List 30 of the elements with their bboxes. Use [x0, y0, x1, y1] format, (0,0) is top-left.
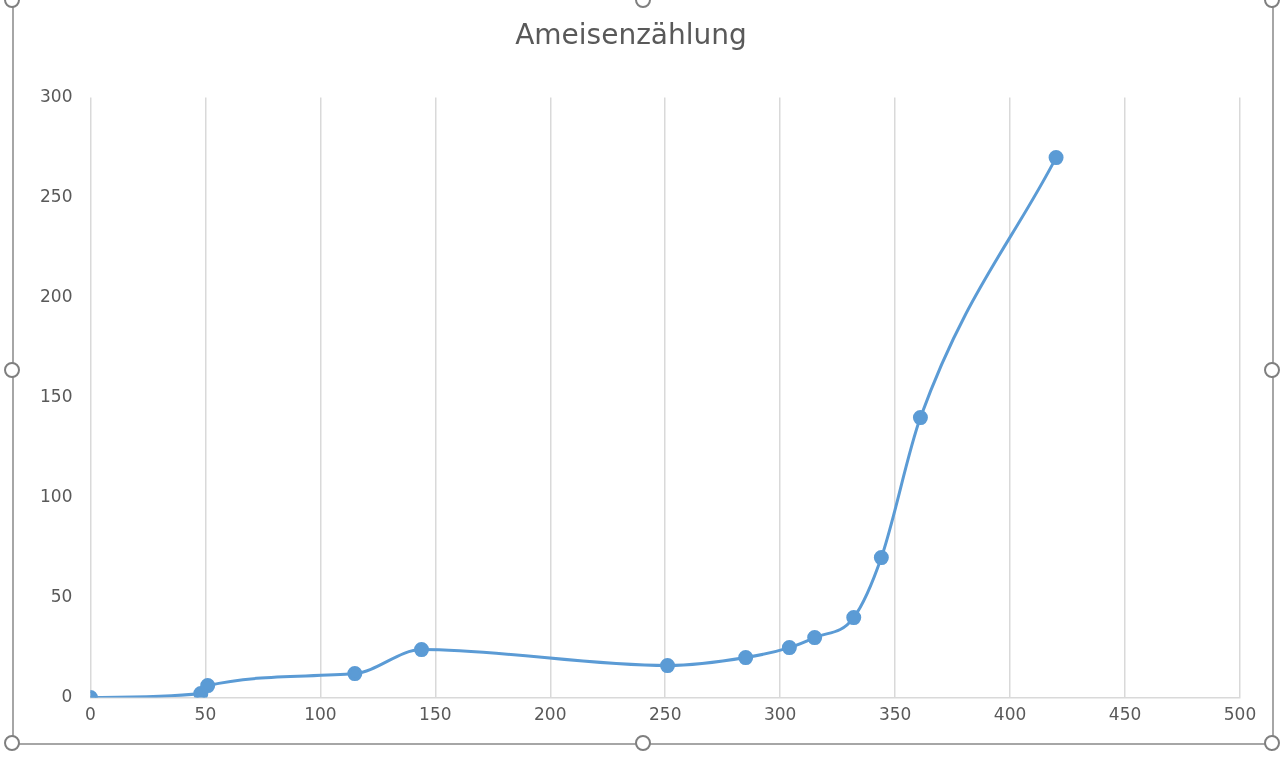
x-tick-label: 300 — [763, 704, 797, 725]
x-tick-label: 400 — [993, 704, 1027, 725]
point — [1048, 150, 1064, 166]
x-tick-label: 500 — [1223, 704, 1257, 725]
point — [414, 642, 430, 658]
y-tick-label: 150 — [39, 386, 73, 407]
point — [846, 610, 862, 626]
y-tick-label: 300 — [39, 86, 73, 107]
y-tick-label: 250 — [39, 186, 73, 207]
point — [807, 630, 823, 646]
y-tick-label: 100 — [39, 486, 73, 507]
x-tick-label: 350 — [878, 704, 912, 725]
x-tick-label: 100 — [304, 704, 337, 725]
x-tick-label: 250 — [649, 704, 682, 725]
x-tick-label: 50 — [194, 704, 217, 725]
chart-title: Ameisenzählung — [515, 18, 747, 52]
point — [738, 650, 754, 666]
point — [200, 678, 216, 694]
point — [873, 550, 889, 566]
point — [781, 640, 797, 656]
x-tick-label: 200 — [534, 704, 567, 725]
y-tick-label: 50 — [50, 586, 73, 607]
point — [347, 666, 363, 682]
x-tick-label: 0 — [85, 704, 96, 725]
point — [660, 658, 676, 674]
x-tick-label: 150 — [419, 704, 452, 725]
x-tick-label: 450 — [1108, 704, 1142, 725]
y-tick-label: 200 — [39, 286, 73, 307]
point — [912, 410, 928, 426]
y-tick-label: 0 — [61, 686, 73, 707]
